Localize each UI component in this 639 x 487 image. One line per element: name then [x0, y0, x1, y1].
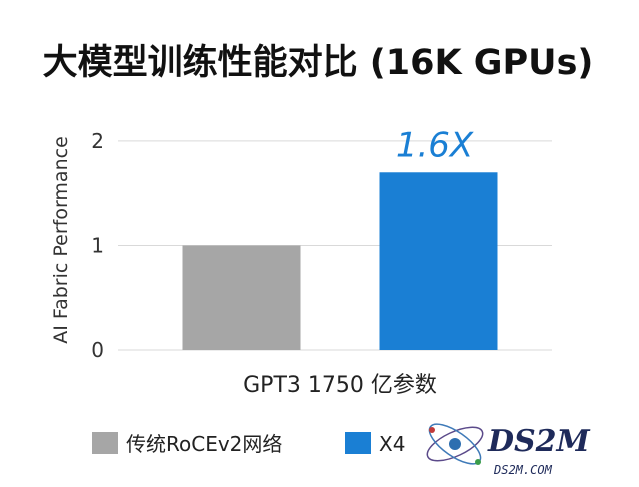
- bar-1: [379, 172, 498, 350]
- watermark-main: DS2M: [487, 424, 591, 459]
- y-tick-label: 1: [91, 233, 104, 257]
- y-tick-label: 2: [91, 129, 104, 153]
- orbit-dot: [429, 427, 435, 433]
- legend-label-x4: X4: [379, 432, 405, 456]
- legend: 传统RoCEv2网络 X4: [92, 432, 405, 456]
- bars: [182, 172, 498, 350]
- y-tick-label: 0: [91, 338, 104, 362]
- legend-swatch-traditional: [92, 432, 118, 454]
- orbit-ring: [426, 426, 484, 462]
- bar-0: [182, 245, 301, 350]
- chart-title: 大模型训练性能对比 (16K GPUs): [43, 43, 594, 83]
- watermark: DS2M DS2M.COM: [426, 423, 591, 477]
- y-tick-labels: 0 1 2: [91, 129, 104, 362]
- legend-label-traditional: 传统RoCEv2网络: [126, 432, 282, 456]
- orbit-dot: [475, 459, 481, 465]
- y-axis-label: AI Fabric Performance: [50, 136, 72, 344]
- bar-annotation: 1.6X: [396, 125, 474, 165]
- legend-swatch-x4: [345, 432, 371, 454]
- atom-icon: [449, 438, 461, 450]
- x-axis-label: GPT3 1750 亿参数: [243, 373, 437, 398]
- watermark-sub: DS2M.COM: [493, 463, 553, 477]
